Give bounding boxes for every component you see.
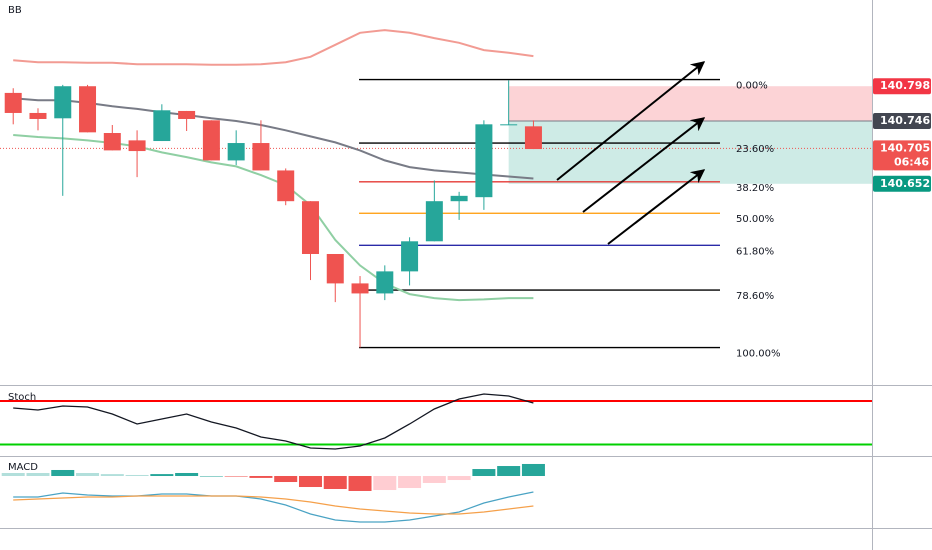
candle-body: [326, 253, 344, 284]
histogram-bar: [447, 476, 471, 481]
candle-body: [202, 120, 220, 161]
candle-body: [227, 143, 245, 161]
histogram-bar: [76, 472, 100, 477]
candle-body: [425, 201, 443, 242]
fib-label: 100.00%: [736, 349, 781, 360]
histogram-bar: [26, 472, 50, 477]
fib-label: 61.80%: [736, 246, 774, 257]
price-label-box: [873, 112, 931, 129]
candle-body: [4, 92, 22, 113]
histogram-bar: [373, 476, 397, 491]
candle-body: [277, 170, 295, 202]
histogram-bar: [224, 476, 248, 477]
histogram-bar: [472, 469, 496, 477]
fib-label: 0.00%: [736, 81, 768, 92]
candle-body: [450, 195, 468, 202]
price-label: 140.652: [880, 177, 930, 190]
pane-title: MACD: [8, 462, 38, 473]
pane-title: Stoch: [8, 392, 36, 403]
arrow: [607, 169, 706, 245]
band-line: [13, 97, 534, 180]
price-label-box: [873, 175, 931, 192]
histogram-bar: [1, 472, 25, 477]
histogram-bar: [323, 476, 347, 489]
histogram-bar: [422, 476, 446, 483]
histogram-bar: [100, 474, 124, 477]
band-line: [13, 134, 534, 302]
position-zones: [0, 86, 872, 184]
target-zone: [508, 86, 872, 121]
histogram-bar: [497, 466, 521, 477]
band-line: [13, 29, 534, 66]
histogram-bar: [274, 476, 298, 483]
histogram-bar: [150, 474, 174, 477]
candle-body: [500, 124, 518, 126]
histogram-bar: [521, 463, 545, 477]
candle-body: [153, 110, 171, 142]
histogram-bar: [175, 472, 199, 477]
arrow: [582, 117, 706, 213]
candle-body: [351, 283, 369, 294]
candle-body: [475, 124, 493, 198]
candle-body: [252, 143, 270, 171]
candle-body: [524, 126, 542, 150]
candle-body: [301, 201, 319, 254]
histogram-bar: [125, 474, 149, 477]
price-label: 140.705: [880, 141, 930, 154]
arrow: [556, 61, 706, 181]
pane-title: BB: [8, 5, 22, 16]
histogram-bar: [51, 469, 75, 477]
price-label-box: [873, 78, 931, 95]
histogram-bar: [298, 476, 322, 488]
price-label: 140.798: [880, 79, 930, 92]
marks: 0.00% 23.60% 38.20% 50.00% 61.80% 78.60% 100.0…: [0, 29, 872, 523]
candle-body: [178, 110, 196, 119]
candle-body: [29, 112, 47, 119]
arrows: [556, 61, 706, 245]
histogram-bar: [249, 476, 273, 478]
fib-label: 78.60%: [736, 291, 774, 302]
price-label-box: [873, 140, 931, 171]
candle-body: [79, 86, 97, 133]
candle-body: [128, 140, 146, 152]
candle-body: [103, 133, 121, 151]
candle-body: [54, 86, 72, 119]
candle-body: [376, 271, 394, 294]
histogram-bar: [199, 476, 223, 477]
histogram-bar: [398, 476, 422, 489]
macd-line: [13, 495, 534, 515]
histogram-bar: [348, 476, 372, 491]
price-label: 140.746: [880, 114, 930, 127]
stoch-line: [13, 393, 534, 450]
fib-label: 23.60%: [736, 144, 774, 155]
countdown: 06:46: [894, 155, 929, 168]
fib-label: 38.20%: [736, 183, 774, 194]
fib-label: 50.00%: [736, 214, 774, 225]
candle-body: [401, 241, 419, 272]
